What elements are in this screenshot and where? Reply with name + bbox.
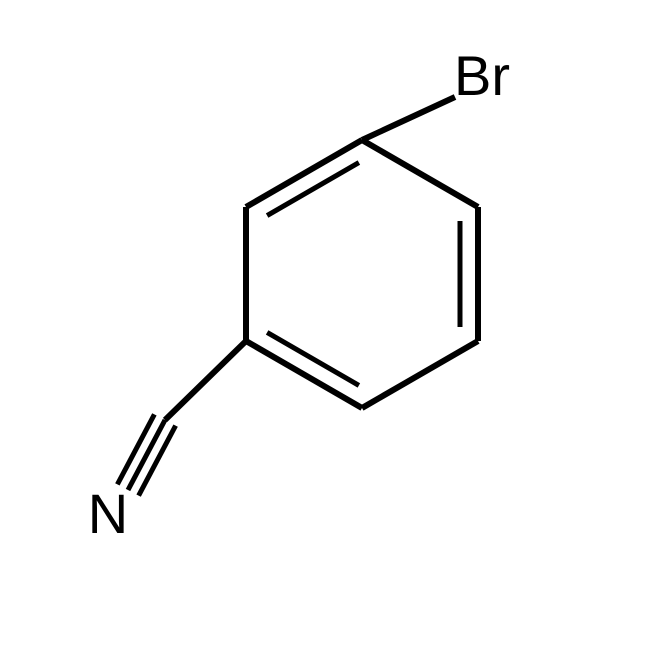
molecule-svg: Br N [0, 0, 650, 650]
svg-text:Br: Br [454, 44, 510, 107]
svg-text:N: N [88, 482, 128, 545]
